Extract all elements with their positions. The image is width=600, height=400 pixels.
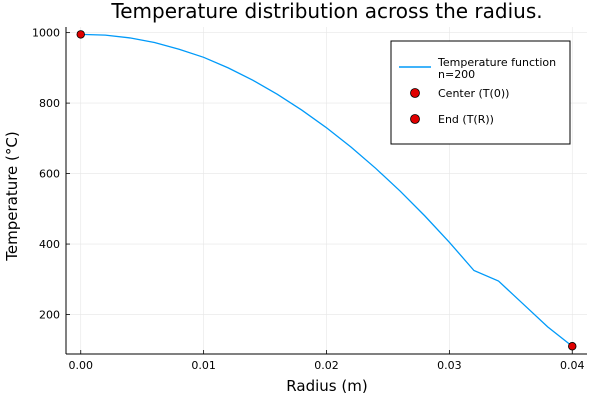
y-tick-label-2: 600 [39,168,60,181]
chart-title: Temperature distribution across the radi… [110,0,542,23]
legend-label-temperature-function: Temperature function n=200 [437,56,560,81]
plot-series [76,30,577,351]
x-tick-label-0: 0.00 [68,359,93,372]
legend-label-end: End (T(R)) [438,113,494,126]
tick-labels: 0.00 0.01 0.02 0.03 0.04 200 400 600 800 1000 [32,27,585,372]
x-tick-label-2: 0.02 [314,359,339,372]
legend-box [390,40,571,145]
x-tick-label-3: 0.03 [437,359,462,372]
x-tick-label-1: 0.01 [191,359,216,372]
legend: Temperature function n=200 Center (T(0))… [390,40,571,145]
y-tick-label-3: 800 [39,97,60,110]
legend-marker-end [410,114,420,124]
axes [65,27,587,355]
y-tick-label-0: 200 [39,309,60,322]
scatter-point-2-0 [568,342,577,351]
scatter-point-1-0 [76,30,85,39]
x-tick-label-4: 0.04 [560,359,585,372]
x-axis-label: Radius (m) [286,377,367,395]
y-tick-label-1: 400 [39,238,60,251]
y-axis-label: Temperature (°C) [3,131,21,261]
temperature-function-line [80,33,573,347]
legend-marker-center [410,88,420,98]
y-tick-label-4: 1000 [32,27,60,40]
legend-label-center: Center (T(0)) [438,87,509,100]
